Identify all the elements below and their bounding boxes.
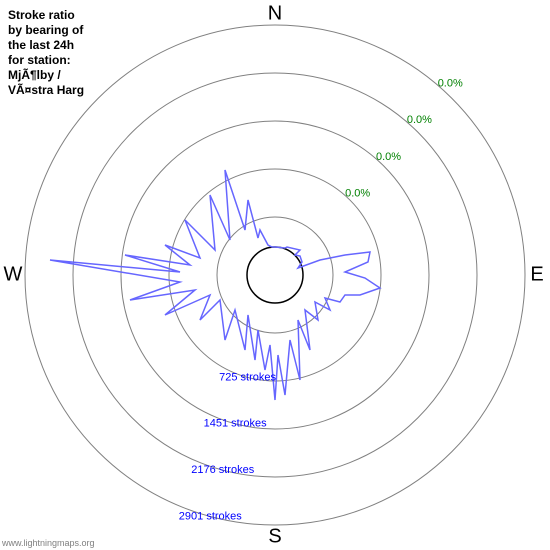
cardinal-n: N	[268, 2, 282, 24]
lower-ring-label: 725 strokes	[219, 371, 276, 383]
footer-text: www.lightningmaps.org	[2, 538, 95, 548]
lower-ring-label: 2901 strokes	[179, 510, 242, 522]
cardinal-w: W	[4, 263, 23, 285]
cardinal-e: E	[530, 263, 543, 285]
polar-chart-svg: 0.0% 0.0% 0.0% 0.0% 725 strokes 1451 strokes…	[0, 0, 550, 550]
lower-ring-label: 2176 strokes	[191, 464, 254, 476]
upper-ring-labels: 0.0% 0.0% 0.0% 0.0%	[345, 77, 463, 199]
upper-ring-label: 0.0%	[438, 77, 463, 89]
lower-ring-labels: 725 strokes 1451 strokes 2176 strokes 2901 …	[179, 371, 277, 522]
upper-ring-label: 0.0%	[376, 151, 401, 163]
cardinal-s: S	[268, 525, 281, 547]
upper-ring-label: 0.0%	[345, 188, 370, 200]
upper-ring-label: 0.0%	[407, 114, 432, 126]
polar-chart-container: Stroke ratio by bearing of the last 24h …	[0, 0, 550, 550]
lower-ring-label: 1451 strokes	[204, 418, 267, 430]
